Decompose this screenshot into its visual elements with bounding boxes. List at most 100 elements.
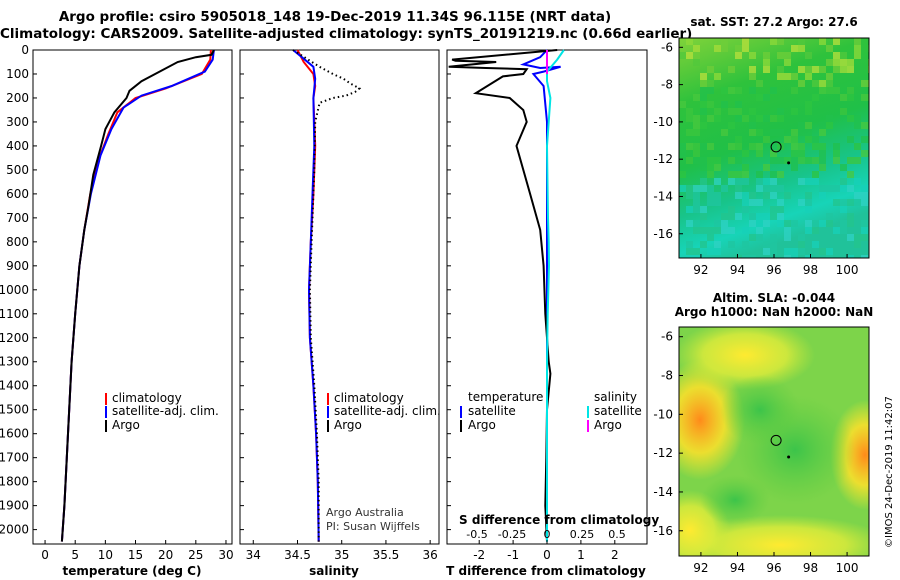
sla_map-lon-tick-label: 98 bbox=[803, 561, 818, 575]
chart-title-line-2: Climatology: CARS2009. Satellite-adjuste… bbox=[0, 26, 693, 42]
depth-tick-label: 800 bbox=[6, 235, 29, 249]
legend-label-climatology: climatology bbox=[334, 391, 404, 405]
depth-axis: 0 100 200 300 400 500 600 700 800 900 1000 1100 1200… bbox=[0, 43, 29, 537]
sst-map: sat. SST: 27.2 Argo: 27.6 92 94 96 98 100 -6 -… bbox=[653, 15, 870, 277]
depth-tick-label: 600 bbox=[6, 187, 29, 201]
temperature-plot: 0 5 10 15 20 25 30 bbox=[32, 49, 234, 562]
temperature-x-tick-label: 15 bbox=[128, 548, 143, 562]
sst_map-lat-tick-label: -8 bbox=[661, 78, 673, 92]
depth-tick-label: 1500 bbox=[0, 403, 29, 417]
sla_map-lon-tick-label: 94 bbox=[730, 561, 745, 575]
imos-credit: ©IMOS 24-Dec-2019 11:42:07 bbox=[884, 396, 895, 548]
sla-map-title-line-1: Altim. SLA: -0.044 bbox=[713, 291, 835, 305]
legend-label-satellite: satellite-adj. clim. bbox=[334, 404, 441, 418]
temperature-axis-label: temperature (deg C) bbox=[63, 564, 202, 578]
temperature-x-tick-label: 30 bbox=[218, 548, 233, 562]
annotation-line-1: Argo Australia bbox=[326, 506, 404, 519]
legend-label-argo: Argo bbox=[112, 418, 140, 432]
sla_map-lon-tick-label: 100 bbox=[836, 561, 859, 575]
sst_map-lat-tick-label: -14 bbox=[653, 189, 673, 203]
depth-tick-label: 1600 bbox=[0, 427, 29, 441]
depth-tick-label: 200 bbox=[6, 91, 29, 105]
depth-tick-label: 1000 bbox=[0, 283, 29, 297]
sst_map-lon-tick-label: 92 bbox=[693, 263, 708, 277]
legend-label-s-argo: Argo bbox=[594, 418, 622, 432]
legend-label-climatology: climatology bbox=[112, 391, 182, 405]
t-difference-axis-label: T difference from climatology bbox=[446, 564, 646, 578]
difference-series-t-argo bbox=[448, 49, 558, 542]
depth-tick-label: 1400 bbox=[0, 379, 29, 393]
depth-tick-label: 500 bbox=[6, 163, 29, 177]
legend-label-t-argo: Argo bbox=[468, 418, 496, 432]
sst_map-lon-tick-label: 98 bbox=[803, 263, 818, 277]
sla_map-lat-tick-label: -6 bbox=[661, 330, 673, 344]
temperature-x-tick-label: 25 bbox=[188, 548, 203, 562]
sst_map-lat-tick-label: -10 bbox=[653, 115, 673, 129]
depth-tick-label: 300 bbox=[6, 115, 29, 129]
difference-x-tick-label: 2 bbox=[611, 548, 619, 562]
temperature-series-argo bbox=[60, 49, 215, 542]
s-difference-label: S difference from climatology bbox=[459, 513, 659, 527]
salinity-series-argo bbox=[292, 49, 362, 542]
salinity-x-tick-label: 36 bbox=[423, 548, 438, 562]
sst_map-lat-tick-label: -6 bbox=[661, 40, 673, 54]
depth-tick-label: 400 bbox=[6, 139, 29, 153]
sst_map-lon-tick-label: 94 bbox=[730, 263, 745, 277]
sla_map-lon-tick-label: 96 bbox=[766, 561, 781, 575]
difference-legend: temperature satellite Argo salinity sate… bbox=[459, 390, 659, 527]
depth-tick-label: 0 bbox=[21, 43, 29, 57]
argo-track-point bbox=[787, 455, 791, 459]
legend-label-t-satellite: satellite bbox=[468, 404, 516, 418]
depth-tick-label: 1100 bbox=[0, 307, 29, 321]
difference-top-tick-label: 0 bbox=[544, 528, 551, 541]
salinity-axis-label: salinity bbox=[309, 564, 359, 578]
depth-tick-label: 1300 bbox=[0, 355, 29, 369]
temperature-x-tick-label: 20 bbox=[158, 548, 173, 562]
argo-position-marker bbox=[770, 434, 782, 446]
depth-tick-label: 1900 bbox=[0, 499, 29, 513]
sla_map-lat-tick-label: -16 bbox=[653, 524, 673, 538]
sla_map-lat-tick-label: -10 bbox=[653, 407, 673, 421]
argo-position-marker bbox=[770, 141, 782, 153]
temperature-x-tick-label: 5 bbox=[71, 548, 79, 562]
legend-label-argo: Argo bbox=[334, 418, 362, 432]
sst_map-lat-tick-label: -16 bbox=[653, 227, 673, 241]
difference-top-tick-label: 0.5 bbox=[608, 528, 626, 541]
annotation-line-2: PI: Susan Wijffels bbox=[326, 520, 420, 533]
argo-track-point bbox=[787, 161, 791, 165]
sla-map: Altim. SLA: -0.044 Argo h1000: NaN h2000… bbox=[653, 291, 874, 575]
salinity-plot: 34 34.5 35 35.5 36 bbox=[239, 49, 440, 562]
legend-title-temperature: temperature bbox=[468, 390, 543, 404]
depth-tick-label: 1700 bbox=[0, 451, 29, 465]
temperature-legend: climatology satellite-adj. clim. Argo bbox=[105, 391, 219, 432]
sla-map-title-line-2: Argo h1000: NaN h2000: NaN bbox=[675, 305, 874, 319]
sla_map-lat-tick-label: -12 bbox=[653, 446, 673, 460]
legend-label-s-satellite: satellite bbox=[594, 404, 642, 418]
sst_map-lat-tick-label: -12 bbox=[653, 152, 673, 166]
sst-map-title: sat. SST: 27.2 Argo: 27.6 bbox=[690, 15, 857, 29]
temperature-x-tick-label: 10 bbox=[98, 548, 113, 562]
salinity-x-tick-label: 35.5 bbox=[373, 548, 400, 562]
salinity-x-tick-label: 34 bbox=[246, 548, 261, 562]
difference-x-tick-label: 0 bbox=[543, 548, 551, 562]
depth-tick-label: 900 bbox=[6, 259, 29, 273]
chart-title-line-1: Argo profile: csiro 5905018_148 19-Dec-2… bbox=[58, 9, 612, 25]
sla_map-lon-tick-label: 92 bbox=[693, 561, 708, 575]
difference-top-tick-label: -0.5 bbox=[466, 528, 487, 541]
difference-top-tick-label: -0.25 bbox=[498, 528, 526, 541]
sst_map-lon-tick-label: 100 bbox=[836, 263, 859, 277]
temperature-x-tick-label: 0 bbox=[41, 548, 49, 562]
difference-x-tick-label: -2 bbox=[473, 548, 485, 562]
depth-tick-label: 700 bbox=[6, 211, 29, 225]
difference-x-tick-label: 1 bbox=[577, 548, 585, 562]
difference-x-tick-label: -1 bbox=[507, 548, 519, 562]
depth-tick-label: 1800 bbox=[0, 475, 29, 489]
legend-title-salinity: salinity bbox=[594, 390, 637, 404]
depth-tick-label: 1200 bbox=[0, 331, 29, 345]
difference-series-t-satellite bbox=[519, 49, 561, 542]
salinity-legend: climatology satellite-adj. clim. Argo Ar… bbox=[326, 391, 441, 533]
sla_map-lat-tick-label: -8 bbox=[661, 369, 673, 383]
legend-label-satellite: satellite-adj. clim. bbox=[112, 404, 219, 418]
depth-tick-label: 2000 bbox=[0, 523, 29, 537]
